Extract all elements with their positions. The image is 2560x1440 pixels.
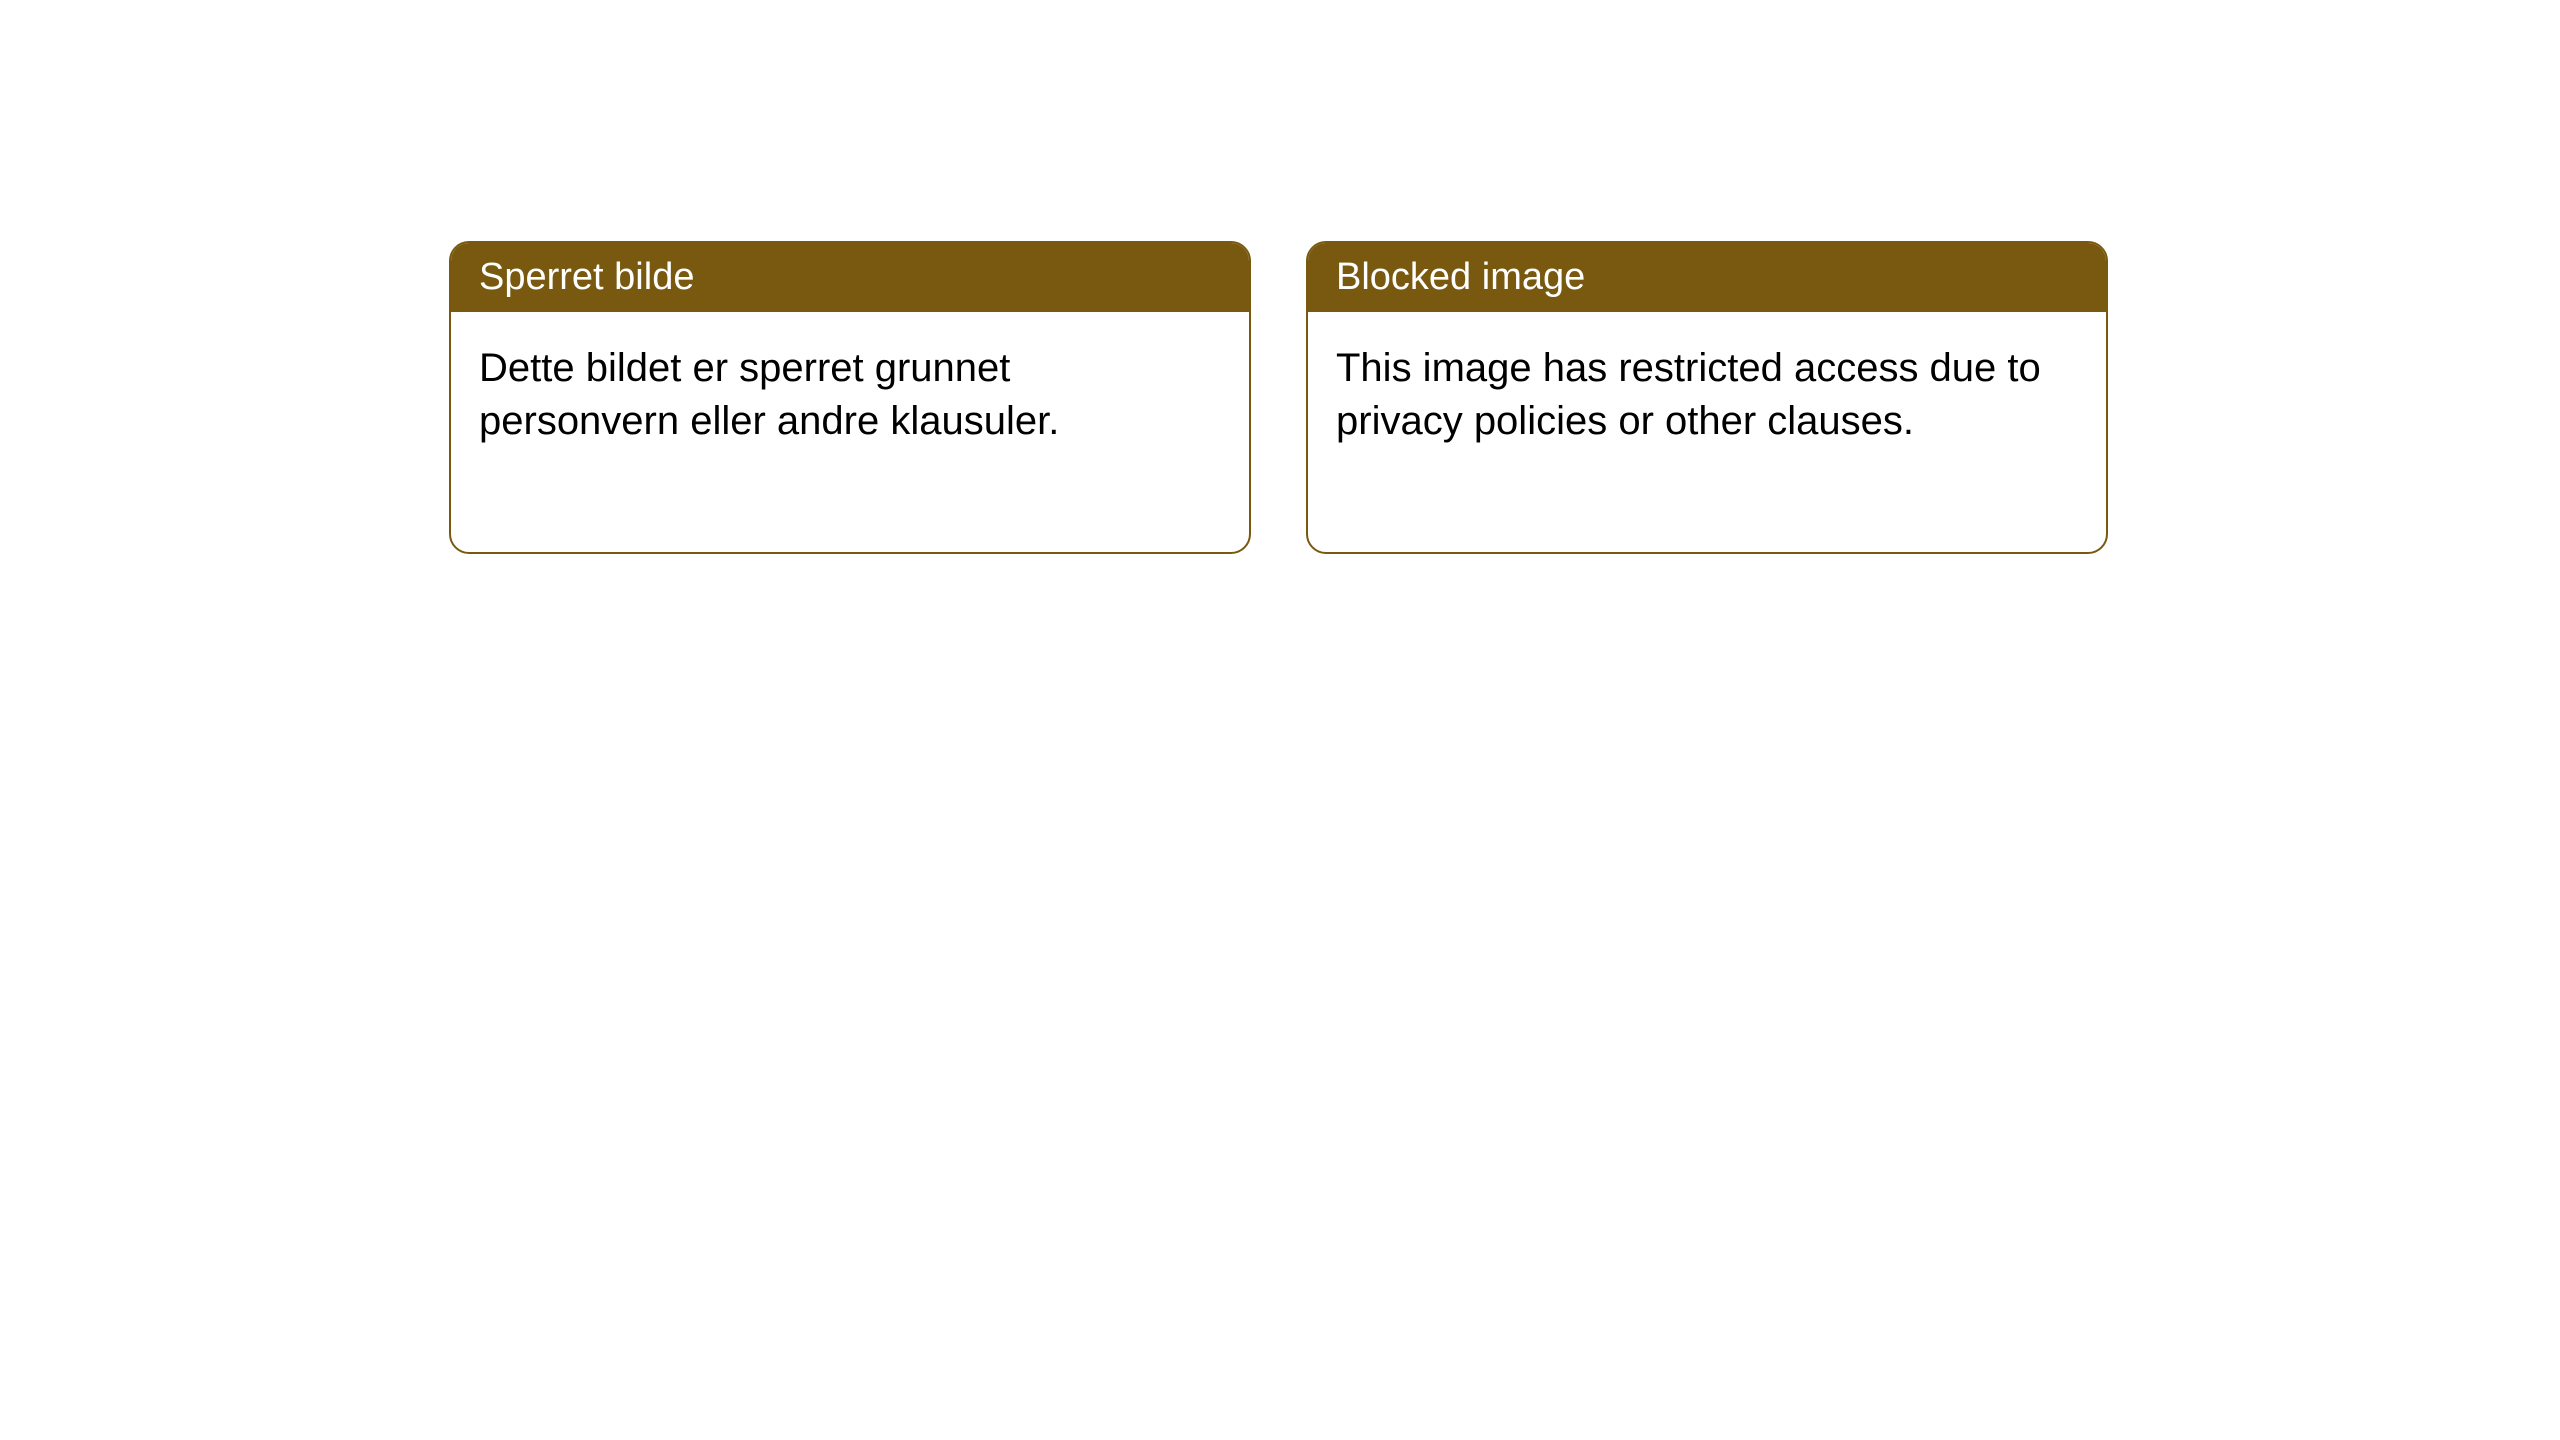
notice-card-norwegian: Sperret bilde Dette bildet er sperret gr… xyxy=(449,241,1251,554)
notice-body: Dette bildet er sperret grunnet personve… xyxy=(451,312,1249,552)
notice-title: Blocked image xyxy=(1308,243,2106,312)
notice-body: This image has restricted access due to … xyxy=(1308,312,2106,552)
notice-title: Sperret bilde xyxy=(451,243,1249,312)
notice-card-english: Blocked image This image has restricted … xyxy=(1306,241,2108,554)
notice-container: Sperret bilde Dette bildet er sperret gr… xyxy=(449,241,2108,554)
